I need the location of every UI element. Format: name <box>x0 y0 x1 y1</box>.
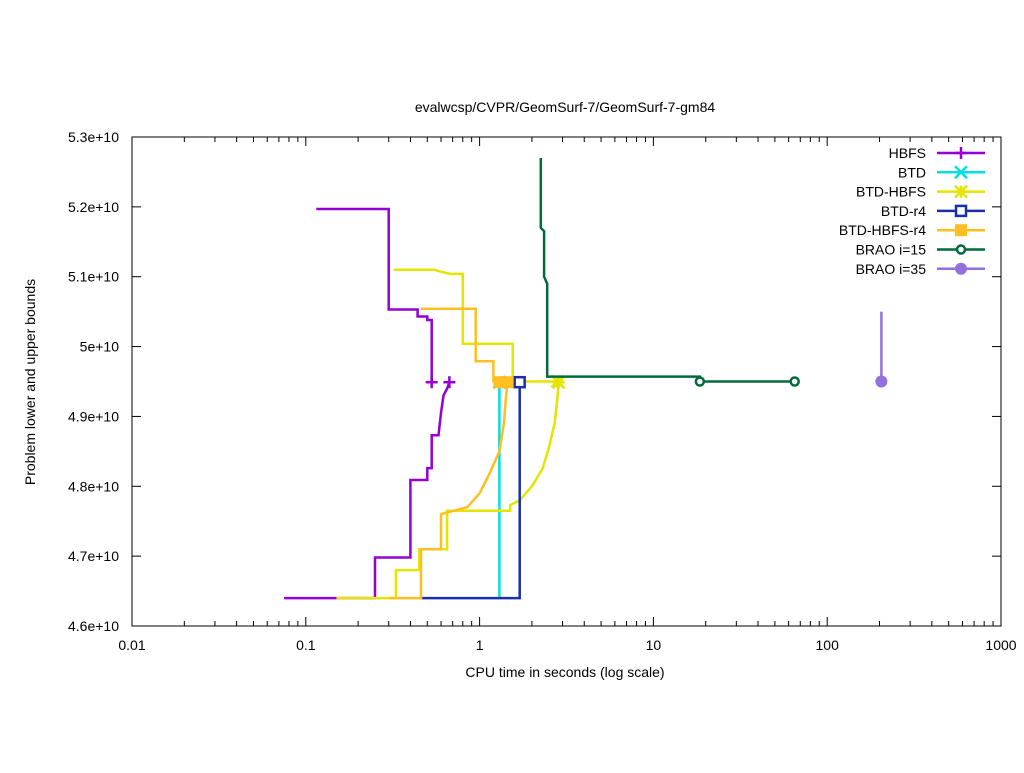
legend-label: BRAO i=35 <box>856 261 927 277</box>
legend-item-brao-i-35: BRAO i=35 <box>856 261 985 277</box>
series-brao-i-15-marker <box>789 376 800 387</box>
x-tick-label: 0.01 <box>118 637 145 653</box>
legend-item-btd-r4: BTD-r4 <box>881 203 985 219</box>
x-tick-label: 1000 <box>985 637 1016 653</box>
series-btd-r4-lower-line <box>421 382 521 600</box>
y-tick-label: 5.2e+10 <box>68 199 119 215</box>
y-tick-label: 4.8e+10 <box>68 478 119 494</box>
legend-marker <box>955 224 967 237</box>
y-tick-label: 5.1e+10 <box>68 269 119 285</box>
legend-item-btd: BTD <box>898 164 985 180</box>
series-hbfs-marker <box>425 376 438 389</box>
plot-frame <box>131 136 1002 627</box>
chart-title: evalwcsp/CVPR/GeomSurf-7/GeomSurf-7-gm84 <box>415 99 716 115</box>
legend-item-hbfs: HBFS <box>889 145 985 161</box>
legend-marker <box>955 147 967 159</box>
legend-marker <box>955 262 967 275</box>
x-tick-label: 0.1 <box>296 637 316 653</box>
series-btd-hbfs-upper-line <box>393 268 558 383</box>
legend-label: BTD-HBFS <box>856 184 926 200</box>
legend-marker <box>954 184 968 199</box>
legend-item-brao-i-15: BRAO i=15 <box>856 242 985 258</box>
series-hbfs-lower-line <box>284 381 451 600</box>
legend-label: BTD-r4 <box>881 203 926 219</box>
legend: HBFS BTD BTD-HBFS BTD-r4 BTD-HBFS-r4 BRAO i=1… <box>839 145 985 277</box>
series-btd-r4-marker <box>513 375 526 389</box>
x-axis-label: CPU time in seconds (log scale) <box>465 664 664 680</box>
x-tick-label: 10 <box>646 637 662 653</box>
legend-marker <box>954 165 968 180</box>
y-tick-label: 4.6e+10 <box>68 618 119 634</box>
y-axis-label: Problem lower and upper bounds <box>22 279 38 485</box>
legend-marker <box>955 244 967 255</box>
series-layer <box>284 158 888 600</box>
series-hbfs-marker <box>443 376 456 389</box>
legend-label: BRAO i=15 <box>856 242 927 258</box>
legend-item-btd-hbfs-r4: BTD-HBFS-r4 <box>839 222 985 238</box>
series-btd-hbfs-lower-line <box>336 382 560 600</box>
series-btd-hbfs-r4-marker <box>501 376 514 389</box>
series-brao-i-15-marker <box>694 376 706 387</box>
x-tick-label: 1 <box>476 637 484 653</box>
legend-label: HBFS <box>889 145 926 161</box>
legend-marker <box>954 204 968 218</box>
series-hbfs-upper-line <box>316 207 433 383</box>
series-btd-hbfs-marker <box>551 375 566 390</box>
y-tick-label: 5e+10 <box>80 339 120 355</box>
legend-label: BTD <box>898 164 926 180</box>
axis-ticks: 0.01 0.1 1 10 100 1000 4.6e+10 4.7e+10 4.8e+10 4.… <box>68 129 1017 653</box>
series-brao-i-35-marker <box>875 375 888 388</box>
y-tick-label: 4.7e+10 <box>68 548 119 564</box>
series-btd-hbfs-r4-upper-line <box>421 307 511 383</box>
x-tick-label: 100 <box>816 637 840 653</box>
series-btd-hbfs-r4-lower-line <box>388 382 509 600</box>
legend-label: BTD-HBFS-r4 <box>839 222 926 238</box>
legend-item-btd-hbfs: BTD-HBFS <box>856 184 985 200</box>
series-brao-i-15-upper-line <box>539 158 795 383</box>
y-tick-label: 5.3e+10 <box>68 129 119 145</box>
y-tick-label: 4.9e+10 <box>68 408 119 424</box>
